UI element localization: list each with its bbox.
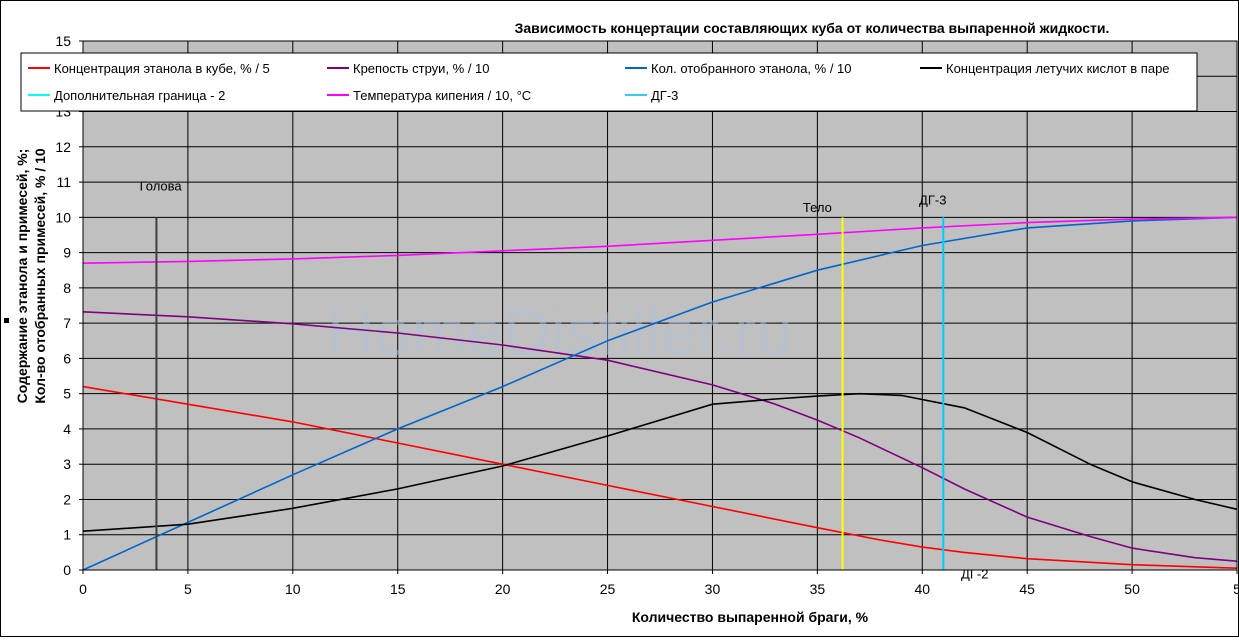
series-line-0 bbox=[82, 385, 1238, 569]
x-tick-label: 30 bbox=[705, 581, 721, 597]
chart-title: Зависимость концертации составляющих куб… bbox=[515, 20, 1110, 36]
y-tick-label: 3 bbox=[63, 456, 71, 472]
y-tick-label: 5 bbox=[63, 386, 71, 402]
series-layer bbox=[82, 216, 1238, 571]
marker-label-1: Тело bbox=[803, 200, 832, 215]
y-tick-label: 1 bbox=[63, 527, 71, 543]
x-tick-label: 45 bbox=[1019, 581, 1035, 597]
x-tick-label: 0 bbox=[79, 581, 87, 597]
legend-label: Температура кипения / 10, °С bbox=[353, 88, 531, 103]
x-tick-label: 5 bbox=[1233, 581, 1239, 597]
x-axis-label: Количество выпаренной браги, % bbox=[632, 609, 869, 625]
legend: Концентрация этанола в кубе, % / 5 Крепос… bbox=[20, 52, 1198, 112]
selection-handle-left[interactable] bbox=[4, 318, 9, 323]
series-line-1 bbox=[82, 311, 1238, 562]
marker-label-2: ДГ-3 bbox=[919, 193, 946, 208]
y-tick-label: 7 bbox=[63, 315, 71, 331]
y-axis-label-line1: Содержание этанола и примесей, %; bbox=[14, 149, 30, 404]
x-tick-label: 35 bbox=[810, 581, 826, 597]
legend-label: Дополнительная граница - 2 bbox=[54, 88, 225, 103]
legend-label: Кол. отобранного этанола, % / 10 bbox=[651, 61, 852, 76]
series-line-3 bbox=[82, 392, 1238, 532]
legend-box bbox=[20, 52, 1198, 112]
y-axis-label-line2: Кол-во отобранных примесей, % / 10 bbox=[32, 148, 48, 404]
x-tick-label: 10 bbox=[285, 581, 301, 597]
y-tick-label: 2 bbox=[63, 491, 71, 507]
y-tick-label: 12 bbox=[55, 139, 71, 155]
y-tick-label: 0 bbox=[63, 562, 71, 578]
legend-items: Концентрация этанола в кубе, % / 5 Крепос… bbox=[28, 61, 1170, 103]
series-line-2 bbox=[82, 216, 1238, 571]
y-axis-label-group: Содержание этанола и примесей, %; Кол-во… bbox=[14, 148, 48, 404]
y-tick-label: 6 bbox=[63, 350, 71, 366]
legend-label: Концентрация этанола в кубе, % / 5 bbox=[54, 61, 270, 76]
x-tick-label: 40 bbox=[914, 581, 930, 597]
marker-label-3: ДГ-2 bbox=[961, 567, 988, 582]
x-tick-label: 20 bbox=[495, 581, 511, 597]
plot-border bbox=[82, 40, 1238, 571]
series-line-5 bbox=[82, 216, 1238, 264]
x-tick-label: 25 bbox=[600, 581, 616, 597]
y-tick-label: 4 bbox=[63, 421, 71, 437]
y-tick-label: 9 bbox=[63, 245, 71, 261]
legend-label: Концентрация летучих кислот в паре bbox=[946, 61, 1170, 76]
marker-label-0: Голова bbox=[140, 179, 183, 194]
y-tick-label: 8 bbox=[63, 280, 71, 296]
legend-label: Крепость струи, % / 10 bbox=[353, 61, 490, 76]
x-tick-label: 50 bbox=[1124, 581, 1140, 597]
x-tick-label: 5 bbox=[184, 581, 192, 597]
y-tick-label: 11 bbox=[56, 174, 71, 190]
watermark-text: HomeDistiller.ru bbox=[327, 295, 793, 369]
x-axis-ticks: 0 5 10 15 20 25 30 35 40 45 50 5 bbox=[79, 570, 1239, 597]
y-tick-label: 10 bbox=[55, 209, 71, 225]
y-tick-label: 15 bbox=[55, 33, 71, 49]
plot-area bbox=[83, 41, 1237, 570]
legend-label: ДГ-3 bbox=[651, 88, 678, 103]
marker-layer: Голова Тело ДГ-3 ДГ-2 bbox=[140, 179, 989, 582]
x-tick-label: 15 bbox=[390, 581, 406, 597]
